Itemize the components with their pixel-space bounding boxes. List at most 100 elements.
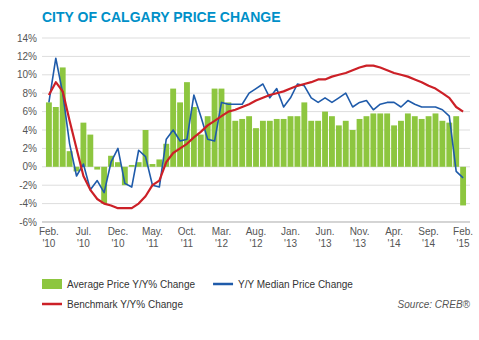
- bar: [219, 89, 225, 167]
- bar: [439, 121, 445, 167]
- x-tick-label: Sep.'14: [418, 226, 439, 249]
- y-tick-label: -4%: [19, 198, 37, 209]
- x-tick-label-line: '13: [353, 238, 366, 249]
- bar: [350, 130, 356, 167]
- bar: [398, 121, 404, 167]
- x-tick-label-line: Jan.: [281, 226, 300, 237]
- legend-swatch: [42, 303, 62, 306]
- x-tick-label-line: '14: [422, 238, 435, 249]
- bar: [405, 113, 411, 166]
- x-tick-label-line: Oct.: [178, 226, 196, 237]
- bar: [343, 121, 349, 167]
- bar: [198, 135, 204, 167]
- grid-line: [42, 111, 470, 112]
- x-tick-label-line: '13: [284, 238, 297, 249]
- bar: [143, 130, 149, 167]
- x-tick-label-line: Mar.: [212, 226, 231, 237]
- x-tick-label-line: May.: [142, 226, 163, 237]
- bar: [281, 119, 287, 167]
- bar: [329, 116, 335, 167]
- bar: [150, 164, 156, 167]
- legend-label: Average Price Y/Y% Change: [67, 279, 195, 290]
- x-tick-label-line: '12: [249, 238, 262, 249]
- x-tick-label-line: '10: [77, 238, 90, 249]
- y-tick-label: 8%: [23, 88, 38, 99]
- legend-swatch: [213, 283, 233, 286]
- x-tick-label: May.'11: [142, 226, 163, 249]
- plot-area: [46, 58, 466, 208]
- x-tick-label: Jan.'13: [281, 226, 300, 249]
- y-tick-label: -6%: [19, 217, 37, 228]
- bar: [87, 135, 93, 167]
- x-axis-line: [42, 222, 470, 223]
- y-tick-label: 10%: [17, 69, 37, 80]
- bar: [301, 102, 307, 166]
- bar: [239, 119, 245, 167]
- bar: [384, 113, 390, 166]
- bar: [315, 121, 321, 167]
- x-tick-label-line: '10: [111, 238, 124, 249]
- bar: [294, 116, 300, 167]
- x-tick-label-line: Feb.: [39, 226, 59, 237]
- y-tick-label: 0%: [23, 161, 38, 172]
- chart: CITY OF CALGARY PRICE CHANGE -6% -4% -2% 0% 2…: [0, 0, 479, 340]
- x-tick-label-line: Aug.: [246, 226, 267, 237]
- bar: [232, 121, 238, 167]
- bar: [274, 119, 280, 167]
- title: CITY OF CALGARY PRICE CHANGE: [42, 9, 281, 25]
- bar: [94, 167, 100, 170]
- x-tick-label-line: '11: [181, 238, 194, 249]
- bar: [391, 125, 397, 166]
- bar: [129, 165, 135, 167]
- x-tick-label-line: '10: [42, 238, 55, 249]
- x-tick-label-line: '11: [146, 238, 159, 249]
- grid-line: [42, 222, 470, 223]
- x-tick-label-line: Apr.: [385, 226, 403, 237]
- bar: [357, 119, 363, 167]
- bar: [377, 113, 383, 166]
- x-tick-label: Mar.'12: [212, 226, 231, 249]
- bar: [419, 119, 425, 167]
- y-tick-label: -2%: [19, 180, 37, 191]
- x-tick-label-line: Sep.: [418, 226, 439, 237]
- bar: [253, 128, 259, 167]
- grid-line: [42, 93, 470, 94]
- bar: [260, 121, 266, 167]
- bar: [156, 159, 162, 166]
- x-tick-label: Apr.'14: [385, 226, 403, 249]
- x-tick-label: Nov.'13: [350, 226, 370, 249]
- grid-line: [42, 38, 470, 39]
- x-tick-label: Jul.'10: [76, 226, 92, 249]
- x-tick-label-line: Nov.: [350, 226, 370, 237]
- bar: [177, 102, 183, 166]
- bar: [426, 116, 432, 167]
- x-tick-label: Aug.'12: [246, 226, 267, 249]
- annotation: Source: CREB®: [398, 299, 471, 310]
- x-tick-label: Jun.'13: [316, 226, 335, 249]
- y-tick-label: 6%: [23, 106, 38, 117]
- grid-line: [42, 56, 470, 57]
- legend-label: Y/Y Median Price Change: [238, 279, 353, 290]
- bar: [336, 125, 342, 166]
- y-tick-label: 14%: [17, 33, 37, 44]
- x-tick-label: Feb.'10: [39, 226, 59, 249]
- x-tick-label: Feb.'15: [453, 226, 473, 249]
- line: [49, 66, 463, 209]
- y-tick-label: 12%: [17, 51, 37, 62]
- x-tick-label-line: '15: [457, 238, 470, 249]
- bar: [433, 113, 439, 166]
- legend: Average Price Y/Y% Change Y/Y Median Pric…: [42, 279, 353, 310]
- bar: [246, 116, 252, 167]
- bar: [322, 112, 328, 167]
- bar: [267, 121, 273, 167]
- x-tick-label: Oct.'11: [178, 226, 196, 249]
- y-tick-label: 4%: [23, 125, 38, 136]
- x-tick-label-line: Dec.: [108, 226, 129, 237]
- x-tick-label-line: Jul.: [76, 226, 92, 237]
- bar: [80, 123, 86, 167]
- y-axis: -6% -4% -2% 0% 2% 4% 6% 8% 10% 12% 14%: [17, 33, 470, 228]
- y-tick-label: 2%: [23, 143, 38, 154]
- x-tick-label-line: '14: [388, 238, 401, 249]
- x-tick-label: Dec.'10: [108, 226, 129, 249]
- bar: [412, 116, 418, 167]
